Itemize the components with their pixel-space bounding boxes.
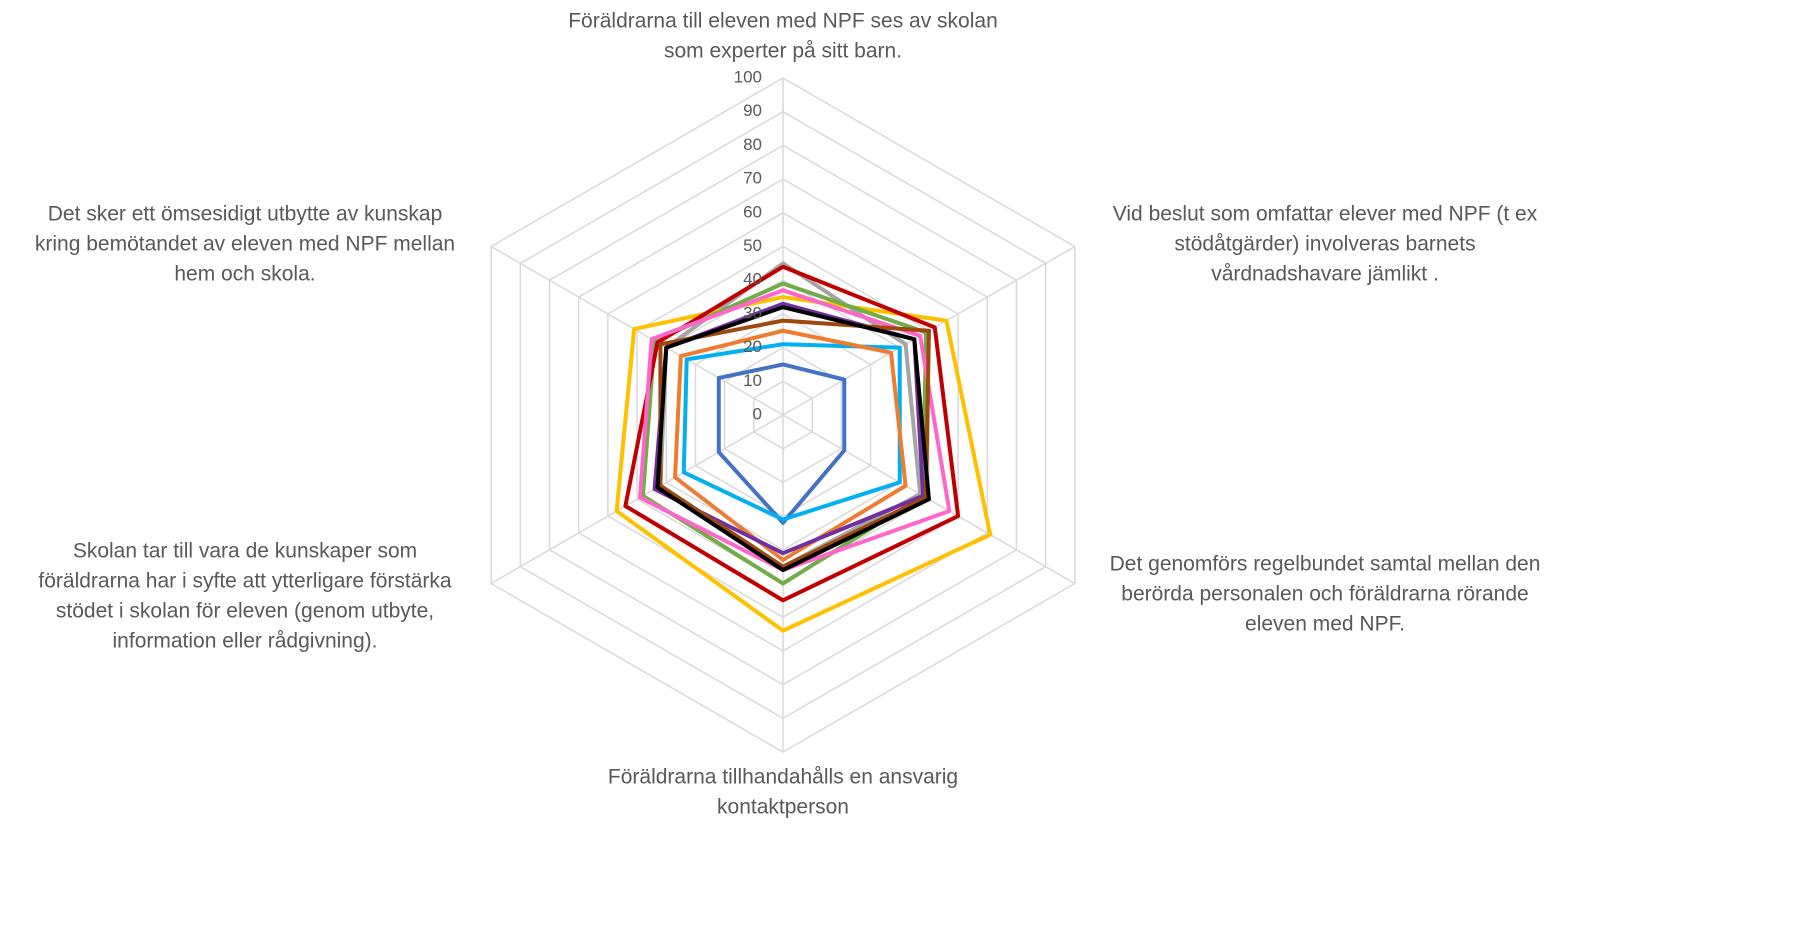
tick-label: 20 [743, 337, 762, 356]
tick-label: 90 [743, 101, 762, 120]
category-label: som experter på sitt barn. [664, 40, 902, 63]
series-line [623, 264, 961, 603]
series-line [658, 318, 931, 569]
category-label: Föräldrarna tillhandahålls en ansvarig [608, 766, 958, 789]
category-label: Skolan tar till vara de kunskaper som [73, 540, 417, 563]
category-label: vårdnadshavare jämlikt . [1211, 263, 1439, 286]
category-label: stödåtgärder) involveras barnets [1174, 233, 1475, 256]
spoke [490, 245, 784, 416]
spoke [490, 414, 784, 585]
tick-label: 80 [743, 135, 762, 154]
tick-label: 10 [743, 371, 762, 390]
category-label: Det genomförs regelbundet samtal mellan … [1110, 553, 1541, 576]
series-line [681, 342, 902, 522]
category-label: hem och skola. [174, 263, 315, 286]
tick-label: 70 [743, 169, 762, 188]
category-label: Det sker ett ömsesidigt utbytte av kunsk… [48, 203, 443, 226]
category-label: eleven med NPF. [1245, 613, 1405, 636]
category-label: information eller rådgivning). [113, 630, 378, 653]
category-label: Vid beslut som omfattar elever med NPF (… [1113, 203, 1538, 226]
series-line [655, 305, 931, 573]
category-label: kontaktperson [717, 796, 849, 819]
series-line [716, 362, 847, 525]
series-line [673, 328, 908, 562]
category-label: stödet i skolan för eleven (genom utbyte… [56, 600, 434, 623]
tick-label: 0 [753, 404, 762, 423]
tick-label: 40 [743, 270, 762, 289]
tick-label: 50 [743, 236, 762, 255]
tick-label: 30 [743, 303, 762, 322]
category-label: berörda personalen och föräldrarna röran… [1121, 583, 1528, 606]
tick-label: 60 [743, 202, 762, 221]
category-label: kring bemötandet av eleven med NPF mella… [35, 233, 455, 256]
category-label: föräldrarna har i syfte att ytterligare … [38, 570, 451, 593]
series-line [614, 295, 993, 633]
tick-label: 100 [734, 67, 762, 86]
category-label: Föräldrarna till eleven med NPF ses av s… [568, 10, 998, 33]
